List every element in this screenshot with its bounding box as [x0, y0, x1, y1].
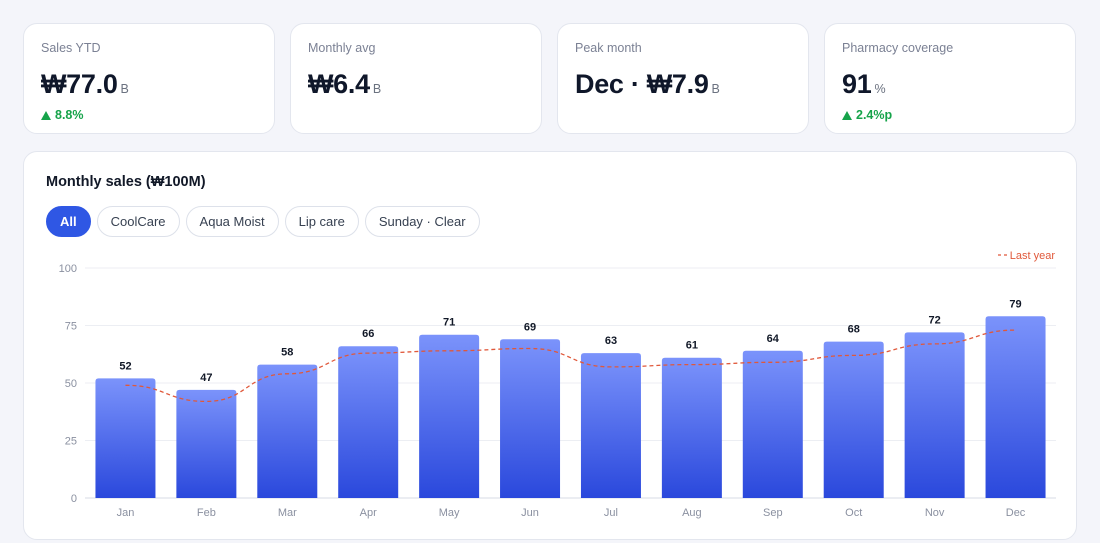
x-tick-label: Feb [197, 507, 216, 519]
y-tick-label: 25 [65, 436, 77, 448]
y-tick-label: 100 [59, 263, 77, 275]
kpi-unit: % [874, 82, 886, 96]
data-label: 47 [200, 372, 212, 384]
bar [257, 364, 318, 498]
trend-up-icon [842, 110, 852, 120]
data-label: 71 [443, 317, 455, 329]
data-label: 64 [767, 333, 780, 345]
kpi-delta-value: 2.4%p [856, 108, 893, 122]
legend-label: Last year [1010, 250, 1056, 262]
x-tick-label: Nov [925, 507, 945, 519]
kpi-value: 91 [842, 69, 872, 99]
x-tick-label: May [439, 507, 460, 519]
x-tick-label: Jan [117, 507, 135, 519]
data-label: 52 [119, 360, 131, 372]
filter-tab-coolcare[interactable]: CoolCare [96, 206, 180, 237]
kpi-unit: B [711, 82, 720, 96]
x-tick-label: Mar [278, 507, 297, 519]
bar [338, 346, 399, 498]
y-tick-label: 50 [65, 378, 77, 390]
bar [500, 339, 561, 498]
bar-chart: 0 25 50 75 100 52 Jan 47 Feb 58 Mar 66 Apr 71 May 69 Ju… [59, 250, 1056, 519]
kpi-card-peak-month: Peak month Dec · ₩7.9 B [557, 23, 809, 134]
kpi-delta: 8.8% [41, 108, 256, 122]
y-tick-label: 0 [71, 493, 77, 505]
filter-tab-lip-care[interactable]: Lip care [284, 206, 359, 237]
kpi-label: Peak month [575, 41, 642, 55]
y-tick-label: 75 [65, 321, 77, 333]
data-label: 63 [605, 335, 617, 347]
data-label: 79 [1009, 298, 1021, 310]
x-tick-label: Dec [1006, 507, 1026, 519]
filter-tab-sunday-clear[interactable]: Sunday · Clear [364, 206, 480, 237]
bar [176, 389, 237, 498]
kpi-value: ₩6.4 [308, 69, 370, 99]
x-tick-label: Oct [845, 507, 862, 519]
bar [419, 334, 480, 498]
filter-tab-all[interactable]: All [46, 206, 91, 237]
bar [823, 341, 884, 498]
kpi-card-monthly-avg: Monthly avg ₩6.4 B [290, 23, 542, 134]
kpi-card-sales-ytd: Sales YTD ₩77.0 B 8.8% [23, 23, 275, 134]
monthly-sales-card: Monthly sales (₩100M) All CoolCare Aqua … [23, 151, 1077, 540]
kpi-unit: B [372, 82, 382, 96]
trend-up-icon [41, 110, 51, 120]
kpi-delta-value: 8.8% [55, 108, 84, 122]
data-label: 66 [362, 328, 374, 340]
data-label: 68 [848, 324, 860, 336]
chart-title: Monthly sales (₩100M) [46, 174, 206, 190]
x-tick-label: Jul [604, 507, 618, 519]
data-label: 69 [524, 321, 536, 333]
kpi-label: Pharmacy coverage [842, 41, 954, 55]
bar [904, 332, 965, 498]
kpi-label: Monthly avg [308, 41, 376, 55]
kpi-label: Sales YTD [41, 41, 101, 55]
x-tick-label: Sep [763, 507, 783, 519]
kpi-delta: 2.4%p [842, 108, 1057, 122]
data-label: 61 [686, 340, 698, 352]
bar [95, 378, 156, 498]
kpi-value: ₩77.0 [41, 69, 118, 99]
x-tick-label: Apr [360, 507, 377, 519]
data-label: 72 [929, 314, 941, 326]
kpi-value: Dec · ₩7.9 [575, 69, 709, 99]
bar [742, 350, 803, 498]
last-year-line [125, 329, 1016, 403]
x-tick-label: Jun [521, 507, 539, 519]
filter-tab-aqua-moist[interactable]: Aqua Moist [185, 206, 279, 237]
x-tick-label: Aug [682, 507, 702, 519]
bar [985, 316, 1046, 498]
bar [661, 357, 722, 498]
kpi-unit: B [120, 82, 129, 96]
kpi-card-pharmacy-coverage: Pharmacy coverage 91 % 2.4%p [824, 23, 1076, 134]
bar [580, 353, 641, 498]
filter-tabs: All CoolCare Aqua Moist Lip care Sunday … [46, 206, 480, 237]
data-label: 58 [281, 347, 293, 359]
